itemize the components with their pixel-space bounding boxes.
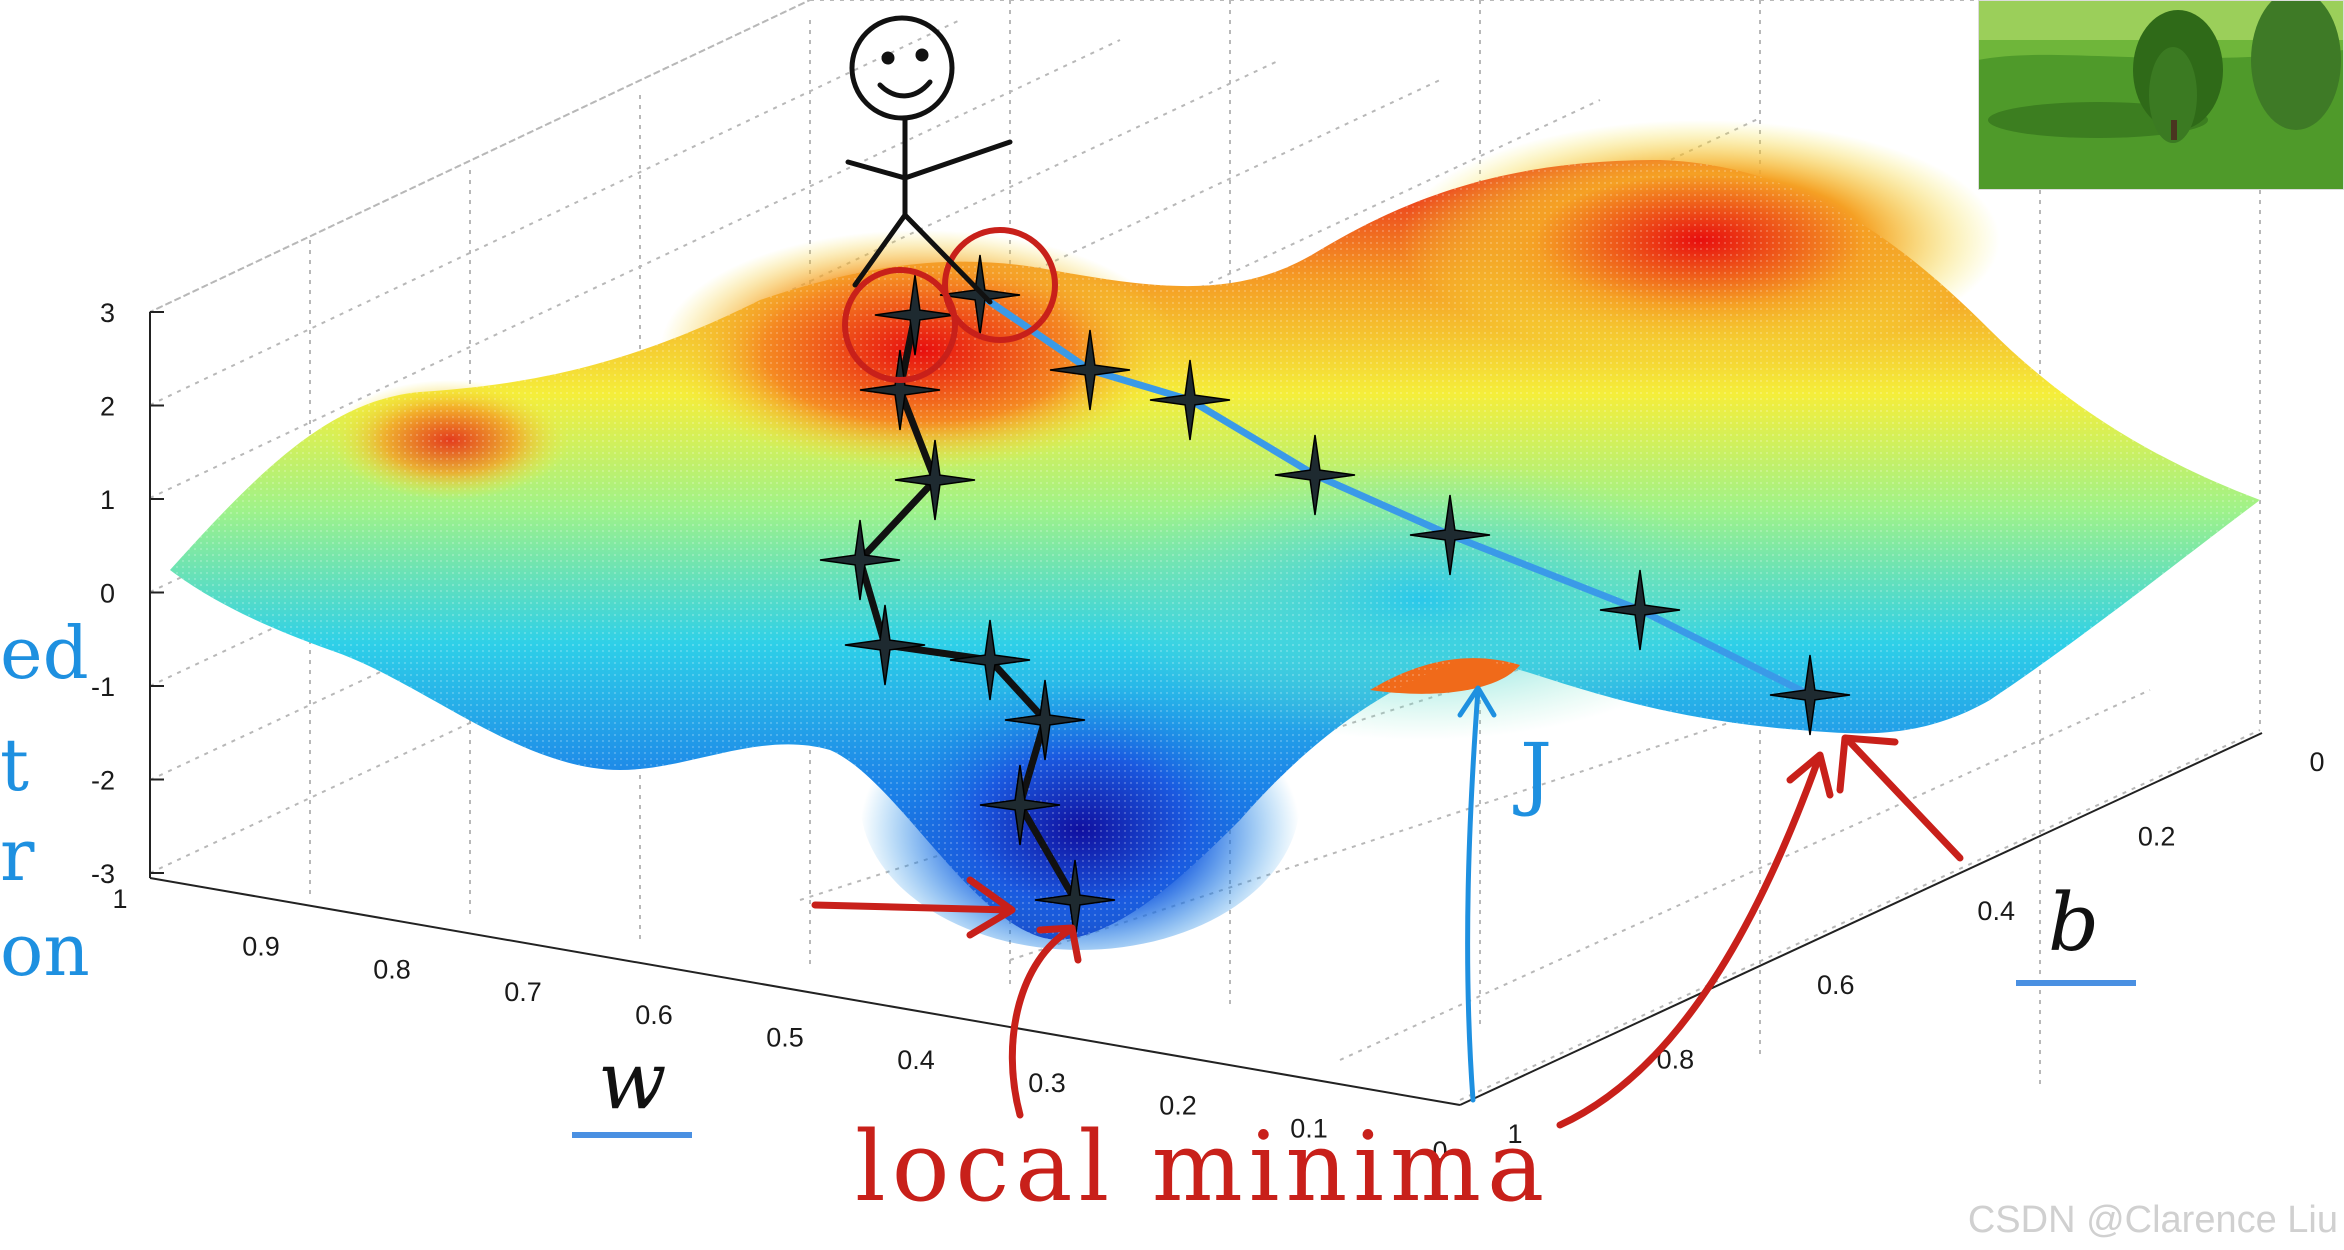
path-right-star — [1274, 434, 1356, 516]
local-minima-label: local minima — [855, 1111, 1550, 1223]
w-tick-label: 0.1 — [1290, 1113, 1328, 1143]
path-left-star — [844, 604, 926, 686]
w-tick-label: 1 — [112, 884, 127, 914]
z-tick-label: 3 — [100, 298, 115, 328]
path-left-star — [1004, 679, 1086, 761]
path-left-star — [894, 439, 976, 521]
w-tick-label: 0.2 — [1159, 1091, 1197, 1121]
b-tick-label: 0.6 — [1817, 970, 1855, 1000]
z-tick-label: 1 — [100, 485, 115, 515]
watermark: CSDN @Clarence Liu — [1967, 1199, 2338, 1241]
z-tick-label: -3 — [91, 859, 115, 889]
stick-figure — [845, 15, 1013, 305]
z-tick-label: 0 — [100, 579, 115, 609]
w-tick-label: 0.9 — [242, 932, 280, 962]
z-tick-label: 2 — [100, 392, 115, 422]
landscape-thumbnail — [1978, 0, 2344, 190]
path-right-star — [1409, 494, 1491, 576]
partial-line-2: t — [0, 723, 29, 807]
path-left-star — [859, 349, 941, 431]
b-tick-label: 0.4 — [1977, 896, 2015, 926]
w-tick-labels: 1 0.9 0.8 0.7 0.6 0.5 0.4 0.3 0.2 0.1 0 — [112, 884, 1447, 1166]
w-tick-label: 0.5 — [766, 1023, 804, 1053]
w-tick-label: 0.7 — [504, 977, 542, 1007]
z-tick-label: -1 — [91, 672, 115, 702]
w-tick-label: 0.6 — [635, 1000, 673, 1030]
z-tick-labels: 3 2 1 0 -1 -2 -3 — [91, 298, 164, 889]
path-left-star — [949, 619, 1031, 701]
w-tick-label: 0.3 — [1028, 1068, 1066, 1098]
b-tick-label: 0 — [2309, 747, 2324, 777]
path-right-star — [1149, 359, 1231, 441]
partial-line-1: ed — [0, 611, 89, 695]
partial-line-3: r — [0, 813, 35, 897]
b-tick-labels: 00.20.40.60.81 — [1507, 747, 2324, 1149]
z-tick-label: -2 — [91, 766, 115, 796]
cost-surface — [170, 120, 2260, 950]
path-right-star — [1049, 329, 1131, 411]
red-arrows — [811, 734, 1964, 1129]
path-right-star — [1599, 569, 1681, 651]
path-left-star — [979, 764, 1061, 846]
b-tick-label: 1 — [1507, 1119, 1522, 1149]
path-right-star — [1769, 654, 1851, 736]
partial-line-4: on — [0, 908, 90, 992]
w-axis-label: w — [598, 1034, 666, 1127]
b-axis-label: b — [2048, 876, 2099, 969]
j-label: J — [1513, 726, 1552, 819]
start-circles — [842, 227, 1058, 383]
axis-underlines — [572, 980, 2136, 1138]
w-tick-label: 0.8 — [373, 954, 411, 984]
w-tick-label: 0 — [1432, 1136, 1447, 1166]
b-tick-label: 0.2 — [2138, 821, 2176, 851]
w-tick-label: 0.4 — [897, 1045, 935, 1075]
left-partial-text: ed t r on — [0, 611, 90, 992]
path-left-star — [874, 274, 956, 356]
path-left-star — [819, 519, 901, 601]
j-arrow — [1457, 685, 1497, 1103]
